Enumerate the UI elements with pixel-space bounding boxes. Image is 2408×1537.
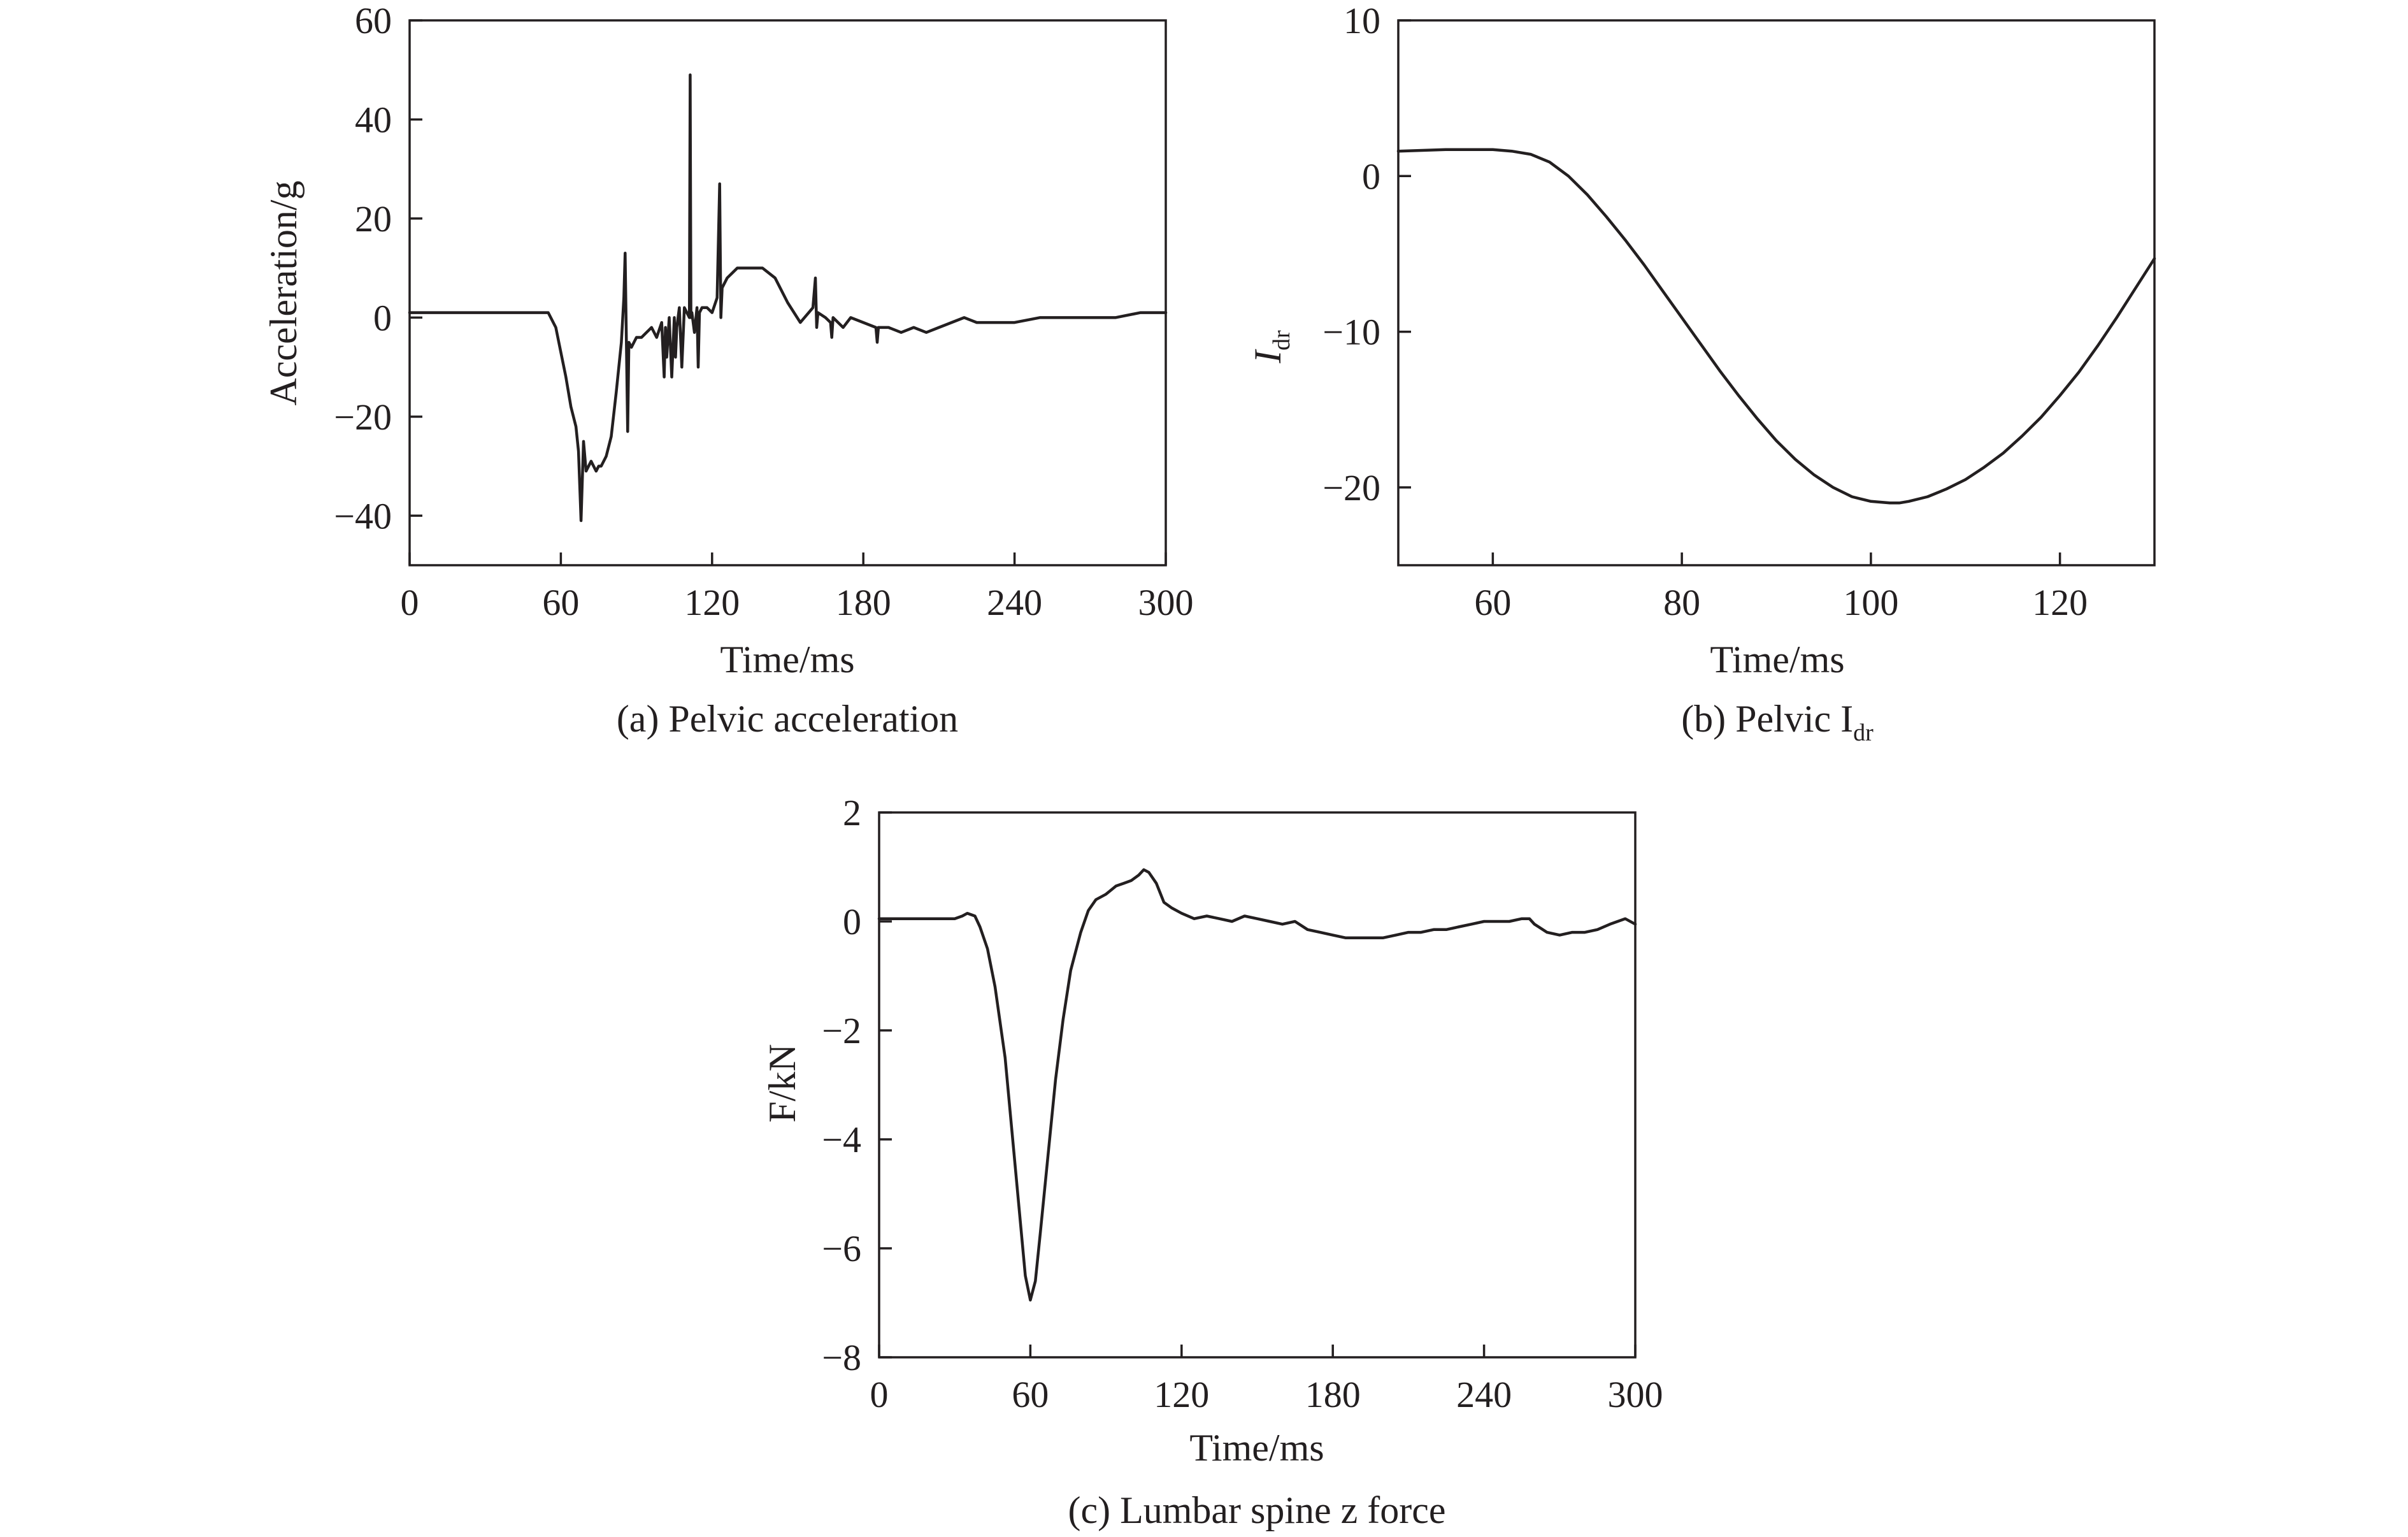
- x-tick-label-a-2: 120: [684, 582, 740, 623]
- y-tick-label-c-3: −2: [822, 1010, 861, 1051]
- x-tick-label-a-1: 60: [542, 582, 579, 623]
- x-tick-label-a-5: 300: [1138, 582, 1194, 623]
- caption-b: (b) Pelvic Idr: [1681, 698, 1874, 746]
- x-tick-label-a-3: 180: [836, 582, 891, 623]
- series-line-idr: [1396, 148, 2156, 505]
- panel-pelvic-acceleration: 0 60 120 180 240 300 −40 −20 0 20 40 60 Time/ms Acc…: [262, 0, 1194, 740]
- x-tick-label-a-0: 0: [401, 582, 419, 623]
- x-tick-label-b-1: 80: [1663, 582, 1700, 623]
- plot-frame-b: [1397, 19, 2156, 566]
- y-tick-label-c-4: 0: [843, 901, 861, 942]
- y-tick-label-a-0: −40: [334, 495, 392, 537]
- caption-c: (c) Lumbar spine z force: [1068, 1489, 1445, 1531]
- panel-pelvic-idr: 60 80 100 120 −20 −10 0 10 Time/ms Idr (b) Pelv…: [1247, 0, 2156, 746]
- tick-labels-c: 0 60 120 180 240 300 −8 −6 −4 −2 0 2: [822, 792, 1663, 1415]
- y-tick-label-a-2: 0: [373, 297, 392, 338]
- x-tick-label-a-4: 240: [987, 582, 1042, 623]
- y-tick-label-a-3: 20: [355, 198, 392, 240]
- y-tick-label-c-2: −4: [822, 1119, 861, 1160]
- x-tick-label-c-5: 300: [1608, 1374, 1663, 1415]
- y-axis-label-b-main: I: [1247, 349, 1289, 364]
- tick-marks-c: [878, 811, 1637, 1359]
- y-tick-label-a-5: 60: [355, 0, 392, 41]
- series-line-acceleration: [408, 73, 1168, 523]
- plot-frame-c: [878, 811, 1637, 1359]
- y-tick-label-b-1: −10: [1322, 312, 1380, 353]
- svg-text:Idr: Idr: [1247, 330, 1295, 364]
- panel-lumbar-spine-force: 0 60 120 180 240 300 −8 −6 −4 −2 0 2 Time/ms F/kN (…: [761, 792, 1663, 1531]
- x-tick-label-b-0: 60: [1474, 582, 1511, 623]
- x-tick-label-c-2: 120: [1154, 1374, 1209, 1415]
- tick-labels-b: 60 80 100 120 −20 −10 0 10: [1322, 0, 2088, 623]
- tick-marks-b: [1398, 19, 2061, 565]
- y-tick-label-b-2: 0: [1362, 155, 1380, 197]
- y-axis-label-b: Idr: [1247, 330, 1295, 364]
- x-axis-label-c: Time/ms: [1189, 1427, 1324, 1469]
- y-tick-label-c-0: −8: [822, 1337, 861, 1378]
- y-axis-label-b-subscript: dr: [1268, 330, 1295, 350]
- caption-b-subscript: dr: [1853, 719, 1874, 746]
- x-tick-label-b-3: 120: [2032, 582, 2088, 623]
- plot-frame-a: [408, 19, 1167, 566]
- x-tick-label-c-1: 60: [1012, 1374, 1049, 1415]
- y-axis-label-c: F/kN: [761, 1044, 803, 1122]
- x-tick-label-c-4: 240: [1456, 1374, 1512, 1415]
- y-tick-label-b-3: 10: [1344, 0, 1380, 41]
- x-axis-label-b: Time/ms: [1710, 639, 1844, 681]
- y-tick-label-b-0: −20: [1322, 467, 1380, 509]
- tick-labels-a: 0 60 120 180 240 300 −40 −20 0 20 40 60: [334, 0, 1193, 623]
- caption-a: (a) Pelvic acceleration: [617, 698, 958, 740]
- x-tick-label-c-3: 180: [1305, 1374, 1361, 1415]
- y-tick-label-a-4: 40: [355, 99, 392, 140]
- x-axis-label-a: Time/ms: [720, 639, 854, 681]
- y-axis-label-a: Acceleration/g: [262, 180, 305, 405]
- y-tick-label-c-1: −6: [822, 1228, 861, 1269]
- series-line-force: [877, 868, 1637, 1302]
- y-tick-label-c-5: 2: [843, 792, 861, 833]
- y-tick-label-a-1: −20: [334, 396, 392, 438]
- x-tick-label-b-2: 100: [1843, 582, 1898, 623]
- caption-b-main: (b) Pelvic I: [1681, 698, 1853, 740]
- tick-marks-a: [408, 19, 1167, 565]
- x-tick-label-c-0: 0: [870, 1374, 889, 1415]
